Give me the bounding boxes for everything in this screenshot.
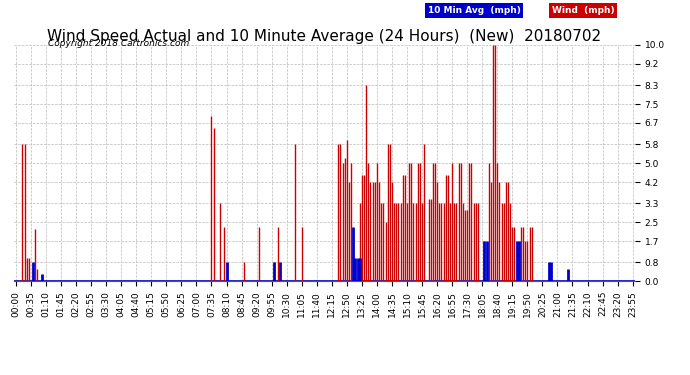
- Text: Wind  (mph): Wind (mph): [552, 6, 615, 15]
- Title: Wind Speed Actual and 10 Minute Average (24 Hours)  (New)  20180702: Wind Speed Actual and 10 Minute Average …: [47, 29, 602, 44]
- Text: 10 Min Avg  (mph): 10 Min Avg (mph): [428, 6, 521, 15]
- Text: Copyright 2018 Cartronics.com: Copyright 2018 Cartronics.com: [48, 39, 190, 48]
